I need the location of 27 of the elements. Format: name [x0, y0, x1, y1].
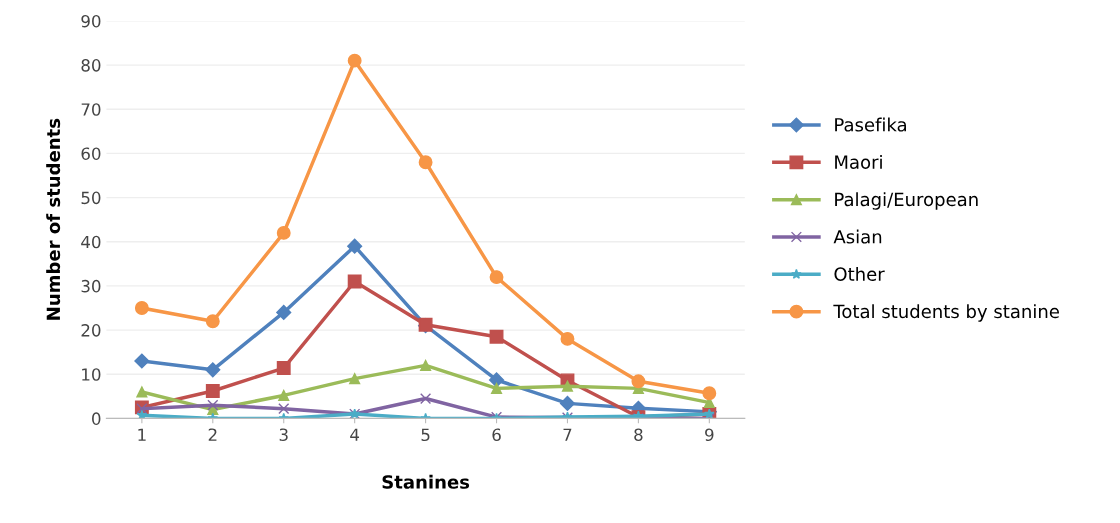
legend-label: Other [834, 266, 885, 281]
x-tick-label: 3 [279, 428, 288, 442]
y-tick-label: 80 [81, 59, 101, 72]
y-tick-label: 30 [81, 279, 101, 293]
y-tick-label: 0 [92, 412, 101, 425]
x-tick-label: 7 [563, 428, 572, 441]
legend-label: Asian [833, 229, 882, 244]
legend-label: Maori [835, 154, 882, 169]
x-tick-label: 1 [138, 428, 146, 441]
legend-label: Palagi/European [835, 192, 978, 210]
legend-label: Total students by stanine [833, 304, 1059, 322]
y-tick-label: 40 [81, 235, 101, 249]
legend-label: Pasefika [835, 117, 906, 132]
x-tick-label: 6 [492, 428, 501, 442]
x-tick-label: 5 [421, 428, 430, 442]
y-tick-label: 20 [81, 324, 101, 337]
y-tick-label: 50 [81, 191, 101, 205]
y-tick-label: 70 [81, 103, 101, 116]
x-tick-label: 8 [634, 428, 643, 442]
x-axis-title: Stanines [382, 474, 470, 489]
x-tick-label: 9 [705, 428, 714, 442]
y-tick-label: 90 [81, 14, 101, 28]
y-axis-title: Number of students [46, 118, 61, 320]
x-tick-label: 4 [350, 428, 360, 441]
x-tick-label: 2 [208, 428, 217, 441]
y-tick-label: 60 [81, 147, 101, 160]
y-tick-label: 10 [82, 368, 101, 381]
